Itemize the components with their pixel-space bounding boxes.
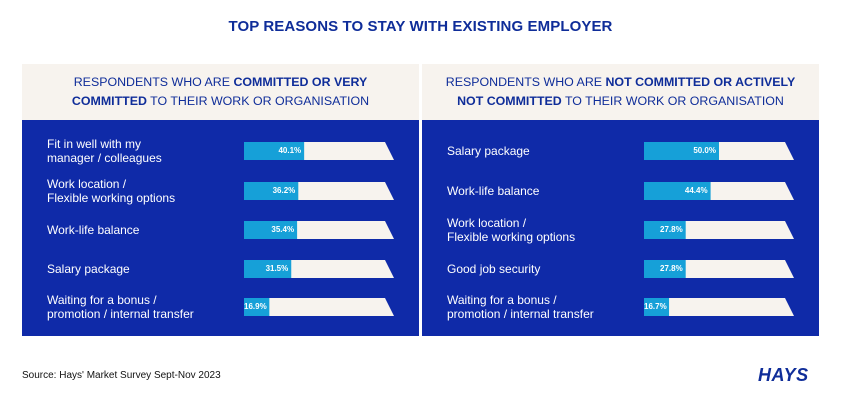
source-note: Source: Hays' Market Survey Sept-Nov 202…: [22, 370, 221, 381]
bar-fill: [244, 221, 298, 239]
bar-fill: [644, 221, 686, 239]
bar-value-label: 27.8%: [660, 264, 683, 273]
bar-fill: [244, 298, 270, 316]
not-committed-bar-row: Work location / Flexible working options…: [422, 213, 819, 247]
not-committed-header-emphasis: NOT COMMITTED OR ACTIVELY NOT COMMITTED: [457, 75, 796, 108]
bar-graphic: [644, 182, 794, 200]
committed-header-prefix: RESPONDENTS WHO ARE: [73, 75, 234, 89]
category-label: Fit in well with my manager / colleagues: [47, 137, 162, 165]
bar-track: 16.7%: [644, 298, 794, 316]
bar-graphic: [644, 142, 794, 160]
committed-bar-row: Work location / Flexible working options…: [22, 174, 419, 208]
bar-fill: [244, 260, 292, 278]
bar-track: 40.1%: [244, 142, 394, 160]
not-committed-bar-row: Waiting for a bonus / promotion / intern…: [422, 290, 819, 324]
bar-track: 35.4%: [244, 221, 394, 239]
committed-panel: RESPONDENTS WHO ARE COMMITTED OR VERY CO…: [22, 64, 419, 336]
committed-bar-row: Fit in well with my manager / colleagues…: [22, 134, 419, 168]
category-label: Work-life balance: [47, 223, 140, 237]
not-committed-bar-row: Salary package 50.0%: [422, 134, 819, 168]
category-label: Work location / Flexible working options: [447, 216, 576, 244]
bar-track: 27.8%: [644, 260, 794, 278]
bar-value-label: 50.0%: [693, 146, 716, 155]
bar-track: 31.5%: [244, 260, 394, 278]
not-committed-bar-row: Work-life balance 44.4%: [422, 174, 819, 208]
committed-panel-header: RESPONDENTS WHO ARE COMMITTED OR VERY CO…: [22, 64, 419, 120]
category-label: Work-life balance: [447, 184, 540, 198]
bar-background: [644, 298, 794, 316]
bar-fill: [244, 142, 305, 160]
bar-graphic: [244, 142, 394, 160]
bar-value-label: 31.5%: [265, 264, 289, 273]
bar-graphic: [644, 221, 794, 239]
hays-logo: HAYS: [758, 365, 809, 385]
not-committed-bar-row: Good job security 27.8%: [422, 252, 819, 286]
not-committed-bar-chart: Salary package 50.0% Work-life balance 44.4…: [422, 120, 819, 336]
bar-value-label: 27.8%: [660, 225, 683, 234]
bar-track: 36.2%: [244, 182, 394, 200]
bar-graphic: [244, 298, 394, 316]
committed-bar-row: Work-life balance 35.4%: [22, 213, 419, 247]
bar-graphic: [244, 260, 394, 278]
bar-fill: [644, 260, 686, 278]
bar-graphic: [644, 260, 794, 278]
bar-graphic: [244, 221, 394, 239]
bar-value-label: 36.2%: [272, 186, 296, 195]
bar-background: [244, 298, 394, 316]
bar-track: 27.8%: [644, 221, 794, 239]
bar-track: 50.0%: [644, 142, 794, 160]
bar-value-label: 44.4%: [684, 186, 708, 195]
committed-bar-row: Salary package 31.5%: [22, 252, 419, 286]
bar-graphic: [244, 182, 394, 200]
category-label: Work location / Flexible working options: [47, 177, 176, 205]
category-label: Salary package: [447, 144, 530, 158]
not-committed-header-suffix: TO THEIR WORK OR ORGANISATION: [561, 94, 784, 108]
bar-value-label: 40.1%: [278, 146, 302, 155]
committed-bar-chart: Fit in well with my manager / colleagues…: [22, 120, 419, 336]
committed-header-emphasis: COMMITTED OR VERY COMMITTED: [71, 75, 368, 108]
committed-header-suffix: TO THEIR WORK OR ORGANISATION: [146, 94, 370, 108]
bar-track: 16.9%: [244, 298, 394, 316]
not-committed-panel-header: RESPONDENTS WHO ARE NOT COMMITTED OR ACT…: [422, 64, 819, 120]
category-label: Waiting for a bonus / promotion / intern…: [447, 293, 594, 321]
category-label: Salary package: [47, 262, 130, 276]
bar-value-label: 16.7%: [644, 302, 667, 311]
bar-value-label: 16.9%: [244, 302, 267, 311]
bar-track: 44.4%: [644, 182, 794, 200]
not-committed-panel: RESPONDENTS WHO ARE NOT COMMITTED OR ACT…: [422, 64, 819, 336]
category-label: Waiting for a bonus / promotion / intern…: [47, 293, 194, 321]
bar-fill: [644, 182, 711, 200]
not-committed-header-prefix: RESPONDENTS WHO ARE: [445, 75, 606, 89]
bar-value-label: 35.4%: [271, 225, 295, 234]
chart-title: TOP REASONS TO STAY WITH EXISTING EMPLOY…: [228, 18, 613, 35]
bar-fill: [644, 298, 670, 316]
bar-fill: [244, 182, 299, 200]
bar-fill: [644, 142, 719, 160]
bar-graphic: [644, 298, 794, 316]
category-label: Good job security: [447, 262, 541, 276]
committed-bar-row: Waiting for a bonus / promotion / intern…: [22, 290, 419, 324]
